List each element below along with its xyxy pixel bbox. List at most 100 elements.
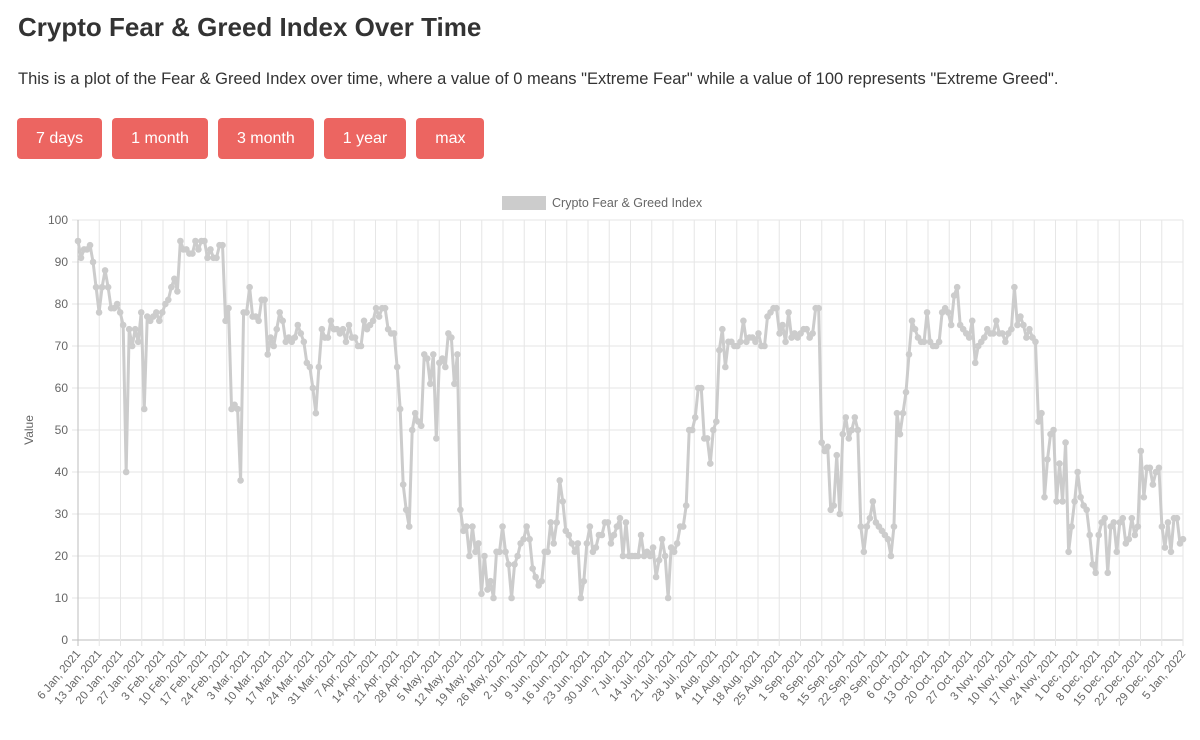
data-point[interactable] <box>580 577 588 585</box>
data-point[interactable] <box>824 443 832 451</box>
data-point[interactable] <box>219 241 226 249</box>
data-point[interactable] <box>836 510 844 518</box>
data-point[interactable] <box>243 309 250 316</box>
data-point[interactable] <box>1071 498 1078 505</box>
data-point[interactable] <box>502 548 509 556</box>
data-point[interactable] <box>496 548 503 556</box>
data-point[interactable] <box>818 439 825 446</box>
data-point[interactable] <box>586 523 594 530</box>
data-point[interactable] <box>1065 548 1072 556</box>
data-point[interactable] <box>1050 426 1057 434</box>
data-point[interactable] <box>478 590 485 598</box>
data-point[interactable] <box>92 283 100 291</box>
data-point[interactable] <box>255 317 262 325</box>
data-point[interactable] <box>128 342 136 350</box>
data-point[interactable] <box>1128 514 1136 522</box>
data-point[interactable] <box>1164 519 1172 526</box>
data-point[interactable] <box>396 405 404 413</box>
data-point[interactable] <box>77 254 85 262</box>
data-point[interactable] <box>845 435 853 442</box>
data-point[interactable] <box>547 519 555 526</box>
data-point[interactable] <box>905 351 913 358</box>
data-point[interactable] <box>1044 456 1051 463</box>
data-point[interactable] <box>405 523 413 530</box>
data-point[interactable] <box>201 237 208 245</box>
data-point[interactable] <box>911 325 919 333</box>
data-point[interactable] <box>309 384 317 392</box>
data-point[interactable] <box>327 317 335 325</box>
data-point[interactable] <box>1011 283 1018 291</box>
data-point[interactable] <box>1020 321 1027 329</box>
data-point[interactable] <box>920 338 928 346</box>
data-point[interactable] <box>610 531 618 539</box>
data-point[interactable] <box>125 325 133 333</box>
data-point[interactable] <box>234 405 241 413</box>
data-point[interactable] <box>544 548 551 556</box>
data-point[interactable] <box>860 548 868 556</box>
data-point[interactable] <box>451 380 458 388</box>
data-point[interactable] <box>1131 531 1139 539</box>
data-point[interactable] <box>863 523 871 530</box>
data-point[interactable] <box>568 540 576 547</box>
data-point[interactable] <box>809 330 816 337</box>
data-point[interactable] <box>520 535 527 543</box>
data-point[interactable] <box>291 334 299 341</box>
data-point[interactable] <box>658 535 666 543</box>
data-point[interactable] <box>990 330 997 337</box>
data-point[interactable] <box>1104 569 1112 577</box>
data-point[interactable] <box>463 523 470 530</box>
data-point[interactable] <box>300 338 308 346</box>
data-point[interactable] <box>1002 338 1009 346</box>
data-point[interactable] <box>1110 519 1118 526</box>
data-point[interactable] <box>484 586 491 593</box>
data-point[interactable] <box>854 426 862 434</box>
data-point[interactable] <box>706 460 714 467</box>
data-point[interactable] <box>267 334 275 341</box>
data-point[interactable] <box>971 359 979 367</box>
data-point[interactable] <box>140 405 148 413</box>
data-point[interactable] <box>402 506 410 514</box>
data-point[interactable] <box>1008 325 1015 333</box>
data-point[interactable] <box>842 414 850 421</box>
data-point[interactable] <box>785 309 792 316</box>
data-point[interactable] <box>1137 447 1145 455</box>
data-point[interactable] <box>1095 531 1102 539</box>
data-point[interactable] <box>192 237 199 245</box>
data-point[interactable] <box>782 338 789 346</box>
data-point[interactable] <box>776 330 783 337</box>
data-point[interactable] <box>857 523 865 530</box>
data-point[interactable] <box>553 519 561 526</box>
data-point[interactable] <box>577 594 585 602</box>
data-point[interactable] <box>104 283 112 291</box>
data-point[interactable] <box>1014 321 1021 329</box>
data-point[interactable] <box>592 544 600 551</box>
data-point[interactable] <box>583 540 591 547</box>
data-point[interactable] <box>968 317 976 325</box>
data-point[interactable] <box>598 531 606 539</box>
range-button-3-month[interactable]: 3 month <box>217 118 314 159</box>
data-point[interactable] <box>935 338 943 346</box>
data-point[interactable] <box>174 288 181 295</box>
data-point[interactable] <box>225 304 232 312</box>
data-point[interactable] <box>773 304 780 312</box>
data-point[interactable] <box>297 330 305 337</box>
data-point[interactable] <box>652 573 660 581</box>
data-point[interactable] <box>815 304 822 312</box>
data-point[interactable] <box>866 514 874 522</box>
data-point[interactable] <box>529 565 536 572</box>
data-point[interactable] <box>1077 493 1084 501</box>
data-point[interactable] <box>469 523 476 530</box>
data-point[interactable] <box>1062 439 1069 446</box>
data-point[interactable] <box>487 577 494 585</box>
data-point[interactable] <box>703 435 711 442</box>
data-point[interactable] <box>1101 514 1109 522</box>
data-point[interactable] <box>508 594 515 602</box>
data-point[interactable] <box>691 414 699 421</box>
data-point[interactable] <box>526 535 533 543</box>
data-point[interactable] <box>1113 548 1121 556</box>
data-point[interactable] <box>433 435 440 442</box>
data-point[interactable] <box>393 363 401 371</box>
data-point[interactable] <box>965 334 973 341</box>
data-point[interactable] <box>312 409 320 417</box>
data-point[interactable] <box>466 552 473 560</box>
